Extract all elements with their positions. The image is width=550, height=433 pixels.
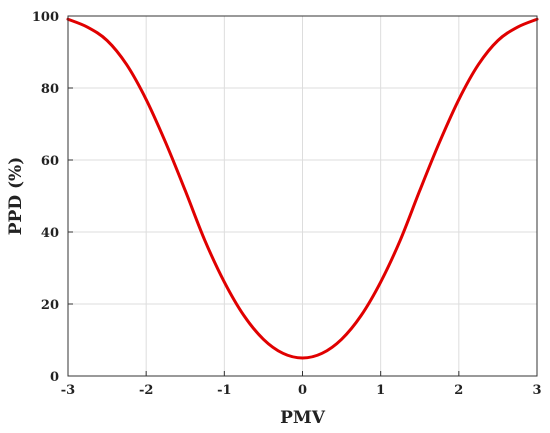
- y-axis-label: PPD (%): [6, 157, 26, 235]
- y-tick-label: 0: [50, 370, 59, 385]
- grid: [67, 15, 538, 377]
- x-axis-label: PMV: [280, 408, 326, 428]
- y-tick-label: 60: [41, 154, 59, 169]
- x-tick-label: -3: [61, 383, 75, 398]
- x-tick-label: -2: [139, 383, 153, 398]
- x-tick-label: 1: [376, 383, 385, 398]
- x-tick-label: -1: [217, 383, 231, 398]
- x-tick-label: 2: [454, 383, 463, 398]
- x-tick-label: 0: [298, 383, 307, 398]
- y-tick-label: 20: [41, 298, 59, 313]
- ppd-curve: [66, 17, 539, 360]
- y-tick-label: 40: [41, 226, 59, 241]
- x-tick-label: 3: [532, 383, 541, 398]
- y-tick-label: 80: [41, 82, 59, 97]
- ticks: -3 -2 -1 0 1 2 3 0 20 40 60 80 100: [32, 10, 542, 398]
- y-tick-label: 100: [32, 10, 59, 25]
- series-layer: [66, 17, 539, 360]
